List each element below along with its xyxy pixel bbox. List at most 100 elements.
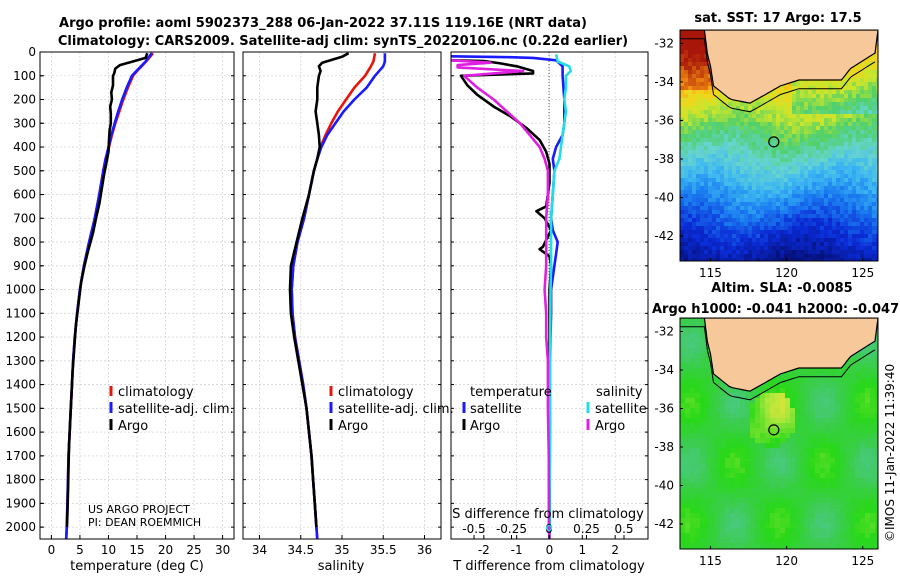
map-cell [860, 242, 865, 247]
map-cell [872, 218, 877, 223]
x-tick-label: 35 [334, 543, 349, 557]
map-cell [830, 523, 836, 529]
map-cell [825, 418, 831, 424]
map-cell [740, 528, 746, 534]
map-cell [800, 82, 805, 87]
map-cell [790, 408, 796, 414]
map-cell [745, 503, 751, 509]
map-cell [716, 210, 721, 215]
map-cell [720, 443, 726, 449]
map-cell [860, 82, 865, 87]
map-cell [815, 388, 821, 394]
map-cell [692, 234, 697, 239]
map-cell [720, 473, 726, 479]
map-cell [708, 142, 713, 147]
map-cell [696, 122, 701, 127]
map-cell [724, 130, 729, 135]
map-cell [730, 478, 736, 484]
map-cell [715, 433, 721, 439]
map-cell [876, 122, 878, 127]
figure-title-line2: Climatology: CARS2009. Satellite-adj cli… [58, 34, 628, 49]
map-cell [760, 202, 765, 207]
map-cell [772, 130, 777, 135]
map-cell [684, 150, 689, 155]
map-cell [772, 202, 777, 207]
map-cell [740, 130, 745, 135]
map-cell [704, 234, 709, 239]
map-cell [836, 90, 841, 95]
map-cell [732, 174, 737, 179]
map-cell [704, 106, 709, 111]
map-cell [745, 483, 751, 489]
map-cell [768, 214, 773, 219]
map-cell [700, 443, 706, 449]
map-cell [790, 373, 796, 379]
map-cell [716, 98, 721, 103]
map-cell [785, 473, 791, 479]
map-cell [708, 250, 713, 255]
map-cell [690, 478, 696, 484]
map-cell [708, 230, 713, 235]
map-cell [835, 448, 841, 454]
map-cell [756, 170, 761, 175]
map-cell [835, 383, 841, 389]
map-cell [700, 254, 705, 259]
map-cell [868, 126, 873, 131]
map-cell [812, 242, 817, 247]
map-cell [740, 423, 746, 429]
map-cell [816, 122, 821, 127]
map-cell [764, 250, 769, 255]
map-cell [796, 94, 801, 99]
map-cell [855, 468, 861, 474]
map-cell [715, 523, 721, 529]
map-cell [756, 118, 761, 123]
map-cell [732, 126, 737, 131]
map-cell [864, 134, 869, 139]
map-cell [856, 242, 861, 247]
map-cell [680, 90, 685, 95]
map-cell [775, 443, 781, 449]
map-cell [830, 433, 836, 439]
map-cell [735, 513, 741, 519]
map-cell [852, 66, 857, 71]
map-cell [680, 134, 685, 139]
map-cell [684, 34, 689, 39]
map-cell [820, 230, 825, 235]
map-cell [715, 468, 721, 474]
map-cell [804, 138, 809, 143]
map-cell [736, 142, 741, 147]
map-cell [836, 258, 841, 261]
map-cell [804, 194, 809, 199]
map-cell [810, 373, 816, 379]
map-cell [852, 226, 857, 231]
map-cell [850, 518, 856, 524]
map-cell [820, 94, 825, 99]
map-cell [788, 122, 793, 127]
map-cell [700, 74, 705, 79]
map-cell [765, 448, 771, 454]
map-cell [684, 170, 689, 175]
map-cell [820, 428, 826, 434]
map-cell [796, 178, 801, 183]
map-cell [875, 373, 878, 379]
map-cell [752, 206, 757, 211]
map-cell [876, 206, 878, 211]
map-cell [775, 468, 781, 474]
map-cell [856, 82, 861, 87]
map-cell [855, 383, 861, 389]
map-cell [840, 142, 845, 147]
map-cell [695, 373, 701, 379]
map-cell [710, 513, 716, 519]
map-cell [705, 383, 711, 389]
map-cell [700, 403, 706, 409]
map-cell [750, 428, 756, 434]
map-cell [730, 468, 736, 474]
map-cell [680, 403, 686, 409]
map-cell [695, 438, 701, 444]
map-cell [710, 453, 716, 459]
map-cell [808, 102, 813, 107]
map-cell [716, 170, 721, 175]
map-cell [850, 458, 856, 464]
map-cell [844, 118, 849, 123]
map-cell [864, 70, 869, 75]
